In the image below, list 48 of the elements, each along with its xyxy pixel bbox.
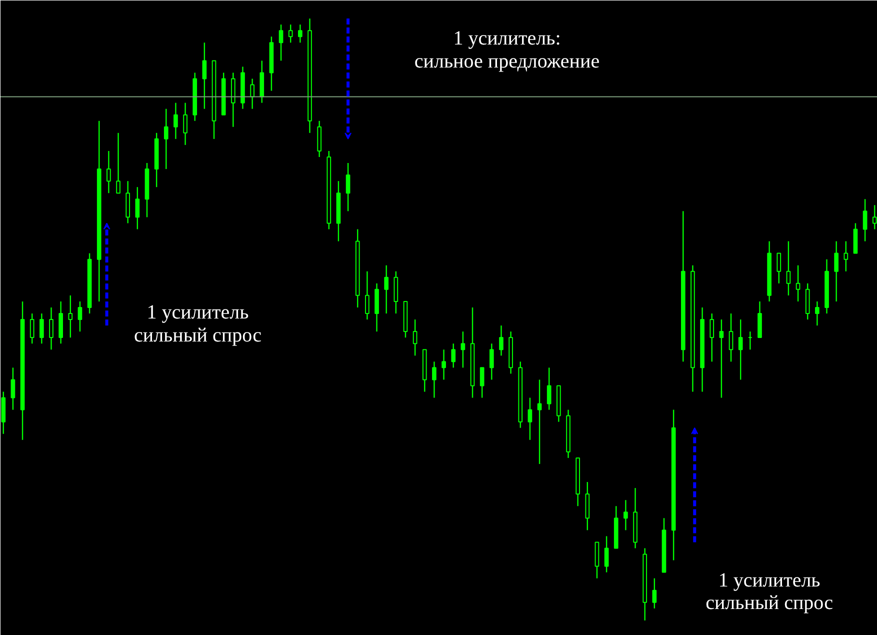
candlestick [815, 300, 820, 326]
candlestick [346, 162, 350, 212]
candlestick [786, 240, 791, 296]
annotation: 1 усилитель сильный спрос [134, 301, 262, 346]
candlestick [365, 270, 370, 320]
candlestick [288, 24, 293, 44]
candlestick [776, 252, 782, 284]
candlestick [39, 312, 44, 344]
candlestick [442, 349, 446, 380]
annotation: 1 усилитель: сильное предложение [414, 28, 600, 72]
candlestick [106, 150, 111, 194]
candlestick [10, 367, 16, 410]
candlestick [480, 367, 484, 398]
candlestick [546, 367, 552, 410]
candlestick [719, 318, 724, 398]
candlestick [432, 361, 436, 398]
candlestick [862, 198, 868, 242]
candlestick [652, 578, 657, 610]
candlestick [384, 264, 389, 314]
annotation: 1 усилитель сильный спрос [706, 569, 834, 614]
candlestick [451, 342, 456, 368]
candlestick [78, 300, 82, 332]
candlestick [738, 318, 743, 380]
candlestick [116, 132, 120, 194]
candlestick [604, 536, 609, 573]
candlestick [489, 342, 494, 380]
candlestick [834, 240, 839, 302]
candlestick [68, 294, 73, 338]
candlestick [624, 499, 628, 531]
candlestick [796, 264, 800, 302]
candlestick [183, 102, 188, 146]
candlestick [537, 379, 542, 465]
candlestick [728, 312, 734, 362]
candlestick [174, 102, 178, 140]
candlestick [250, 78, 254, 110]
candlestick [278, 24, 284, 62]
candlestick [164, 108, 168, 170]
candlestick [30, 312, 34, 344]
candlestick [460, 330, 466, 368]
candlestick [202, 42, 207, 110]
candlestick [710, 312, 714, 362]
candlestick [844, 240, 848, 272]
candlestick [412, 318, 418, 356]
candlestick [528, 397, 532, 440]
candlestick [298, 24, 302, 44]
candlestick [49, 306, 54, 350]
candlestick [499, 324, 504, 356]
candlestick [135, 186, 140, 230]
